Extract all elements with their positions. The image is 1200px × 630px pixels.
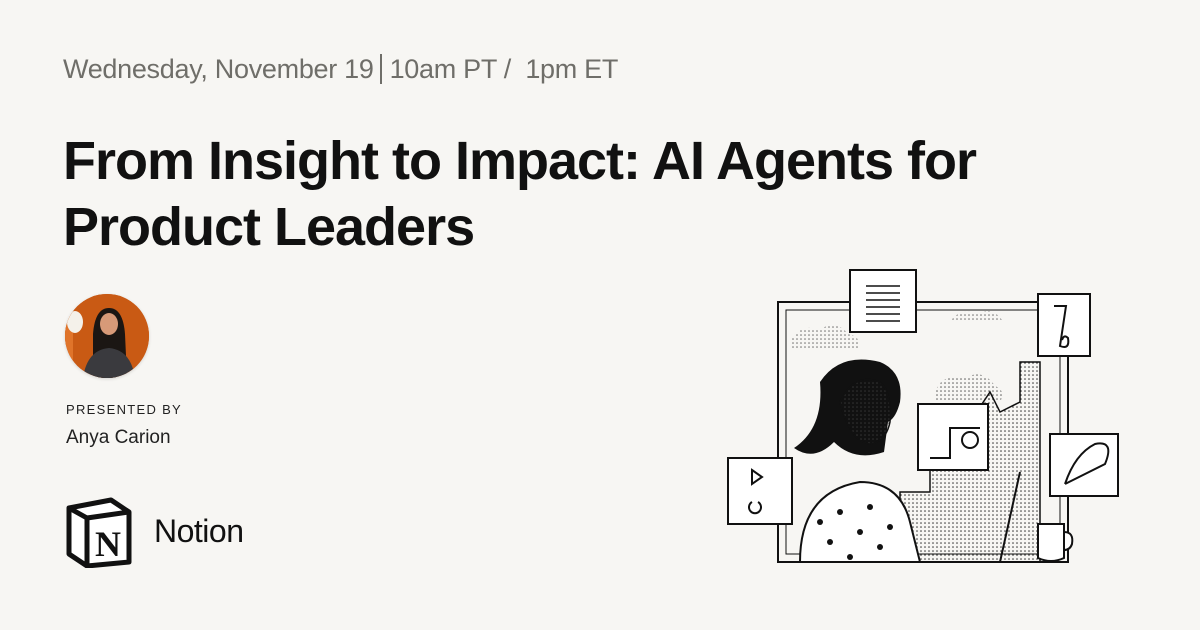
svg-text:N: N bbox=[95, 524, 121, 564]
notion-logo-icon: N bbox=[66, 497, 132, 568]
presenter-photo bbox=[65, 294, 149, 378]
presented-by-label: PRESENTED BY bbox=[66, 402, 183, 417]
avatar bbox=[65, 294, 149, 378]
presenter-name: Anya Carion bbox=[66, 427, 171, 448]
media-card-icon bbox=[727, 457, 793, 525]
number-card-icon bbox=[1037, 293, 1091, 357]
document-card-icon bbox=[849, 269, 917, 333]
divider bbox=[379, 54, 382, 84]
page-title: From Insight to Impact: AI Agents for Pr… bbox=[63, 131, 977, 257]
image-card-icon bbox=[1049, 433, 1119, 497]
chart-card-icon bbox=[917, 403, 989, 471]
event-time: 10am PT / 1pm ET bbox=[389, 54, 619, 84]
cloud-icon bbox=[790, 324, 859, 350]
illustration bbox=[727, 269, 1119, 563]
event-datetime: Wednesday, November 19 10am PT / 1pm ET bbox=[63, 54, 618, 85]
event-date: Wednesday, November 19 bbox=[63, 54, 374, 84]
laptop-icon bbox=[930, 471, 1021, 563]
brand-name: Notion bbox=[154, 513, 244, 549]
mug-icon bbox=[1037, 523, 1074, 562]
